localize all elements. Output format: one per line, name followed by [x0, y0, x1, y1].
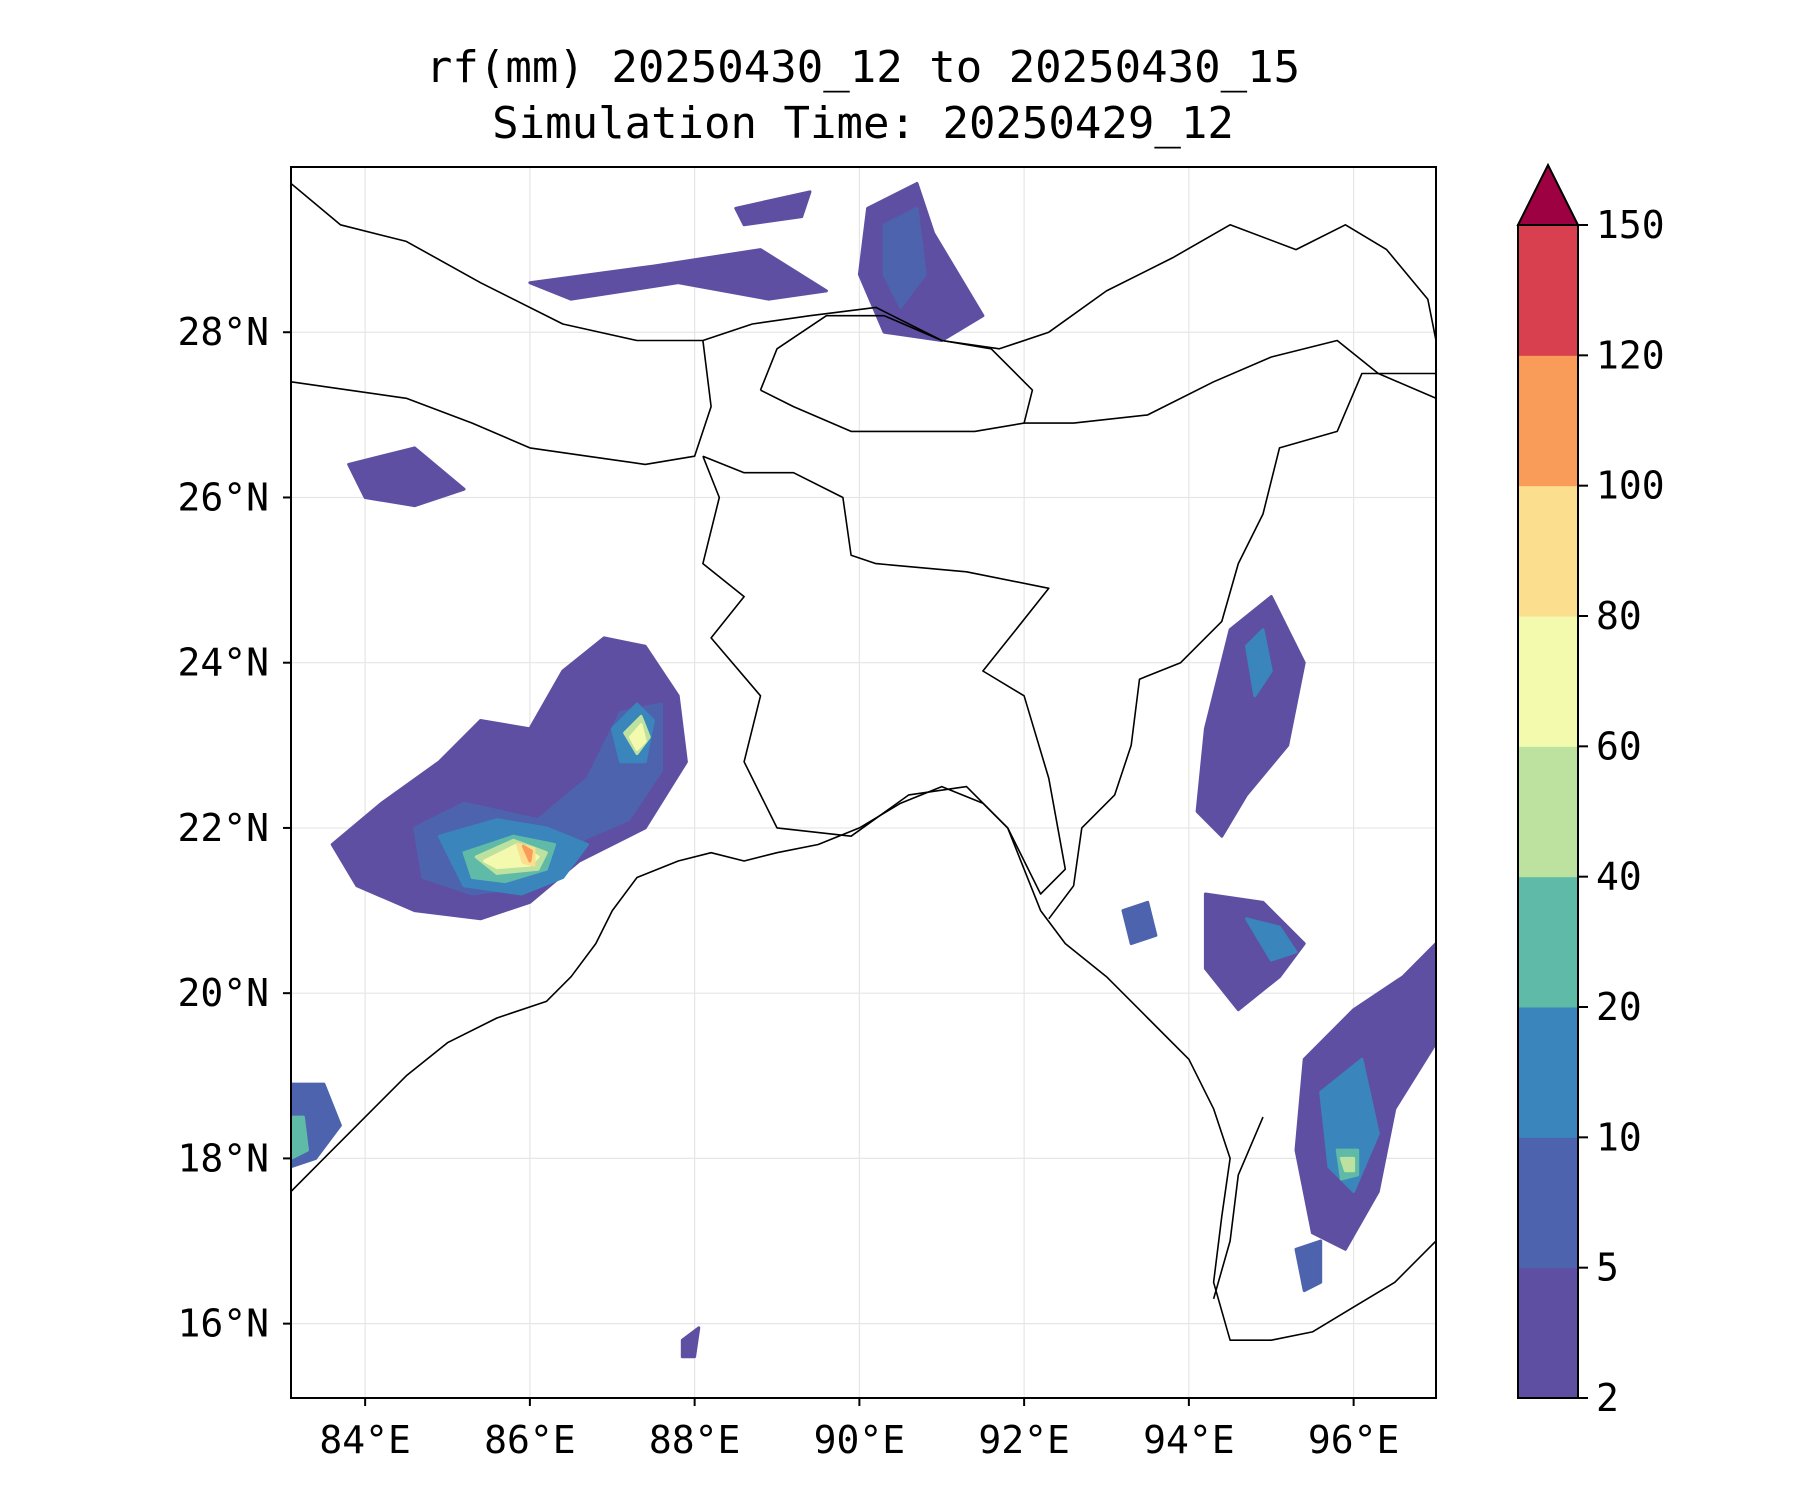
- longitude-axis: 84°E 86°E 88°E 90°E 92°E 94°E 96°E: [319, 1398, 1399, 1462]
- colorbar-label-100: 100: [1596, 464, 1665, 508]
- latitude-axis: 16°N 18°N 20°N 22°N 24°N 26°N 28°N: [177, 310, 291, 1346]
- coastlines-and-borders: [291, 182, 1436, 1341]
- border-myanmar-internal-coast: [1212, 1116, 1264, 1300]
- lat-tick-label-3: 22°N: [177, 806, 269, 850]
- rain-myanmar-south-core-40: [1339, 1156, 1356, 1173]
- colorbar-label-150: 150: [1596, 203, 1665, 247]
- rain-manipur-band: [1195, 595, 1306, 838]
- colorbar-label-60: 60: [1596, 724, 1642, 768]
- chart-title-line1: rf(mm) 20250430_12 to 20250430_15: [426, 42, 1300, 93]
- colorbar-segment-60: [1518, 616, 1578, 747]
- rain-myanmar-south-core: [1319, 1057, 1380, 1193]
- colorbar-label-80: 80: [1596, 594, 1642, 638]
- border-bhutan-border: [759, 314, 1034, 433]
- lon-tick-label-4: 92°E: [978, 1418, 1070, 1462]
- border-india-coast: [291, 785, 1436, 1341]
- lon-tick-label-5: 94°E: [1143, 1418, 1235, 1462]
- rain-odisha-core-100: [521, 844, 533, 863]
- rain-myanmar-west: [1203, 892, 1306, 1012]
- lat-tick-label-4: 24°N: [177, 641, 269, 685]
- colorbar-extend-arrow: [1516, 162, 1580, 226]
- border-bangladesh-border: [702, 455, 1067, 895]
- colorbar-label-40: 40: [1596, 855, 1642, 899]
- rain-arakan-cell: [1121, 900, 1158, 946]
- colorbar-label-20: 20: [1596, 985, 1642, 1029]
- rain-myanmar-west-core: [1245, 917, 1298, 962]
- rain-jharkhand-core-60: [628, 723, 647, 751]
- rainfall-contours: [291, 182, 1436, 1359]
- colorbar-label-10: 10: [1596, 1115, 1642, 1159]
- colorbar-label-2: 2: [1596, 1376, 1619, 1420]
- lat-tick-label-0: 16°N: [177, 1302, 269, 1346]
- rain-tibet-cell: [734, 190, 812, 227]
- border-myanmar-india-border: [1048, 372, 1436, 920]
- lon-tick-label-1: 86°E: [484, 1418, 576, 1462]
- colorbar-segment-80: [1518, 485, 1578, 617]
- border-nepal-border: [291, 340, 712, 466]
- colorbar-label-5: 5: [1596, 1246, 1619, 1290]
- rain-manipur-core: [1245, 628, 1273, 698]
- lon-tick-label-0: 84°E: [319, 1418, 411, 1462]
- colorbar-frame: [1517, 224, 1579, 1399]
- colorbar-segment-2: [1518, 1267, 1578, 1399]
- lat-tick-label-5: 26°N: [177, 475, 269, 519]
- colorbar-segment-40: [1518, 746, 1578, 878]
- rain-bihar-cluster: [347, 446, 466, 508]
- lon-tick-label-3: 90°E: [814, 1418, 906, 1462]
- rain-nepal-west-strip: [528, 248, 828, 301]
- rain-myanmar-delta-cell: [1294, 1239, 1323, 1293]
- rain-bay-south-cell: [680, 1326, 701, 1359]
- rain-andhra-coast-core: [291, 1115, 309, 1160]
- border-arunachal-border: [1024, 339, 1436, 424]
- map-frame: [290, 166, 1437, 1399]
- colorbar: 2 5 10 20 40 60 80 100 120 150: [1516, 162, 1665, 1420]
- lat-tick-label-2: 20°N: [177, 971, 269, 1015]
- colorbar-segment-120: [1518, 225, 1578, 356]
- colorbar-label-120: 120: [1596, 333, 1665, 377]
- lon-tick-label-6: 96°E: [1308, 1418, 1400, 1462]
- lon-tick-label-2: 88°E: [649, 1418, 741, 1462]
- colorbar-segment-100: [1518, 355, 1578, 487]
- chart-title-line2: Simulation Time: 20250429_12: [492, 98, 1234, 149]
- colorbar-segment-20: [1518, 876, 1578, 1008]
- colorbar-segment-5: [1518, 1137, 1578, 1269]
- lat-tick-label-6: 28°N: [177, 310, 269, 354]
- colorbar-segment-10: [1518, 1007, 1578, 1138]
- rain-bhutan-core: [882, 206, 927, 309]
- lat-tick-label-1: 18°N: [177, 1136, 269, 1180]
